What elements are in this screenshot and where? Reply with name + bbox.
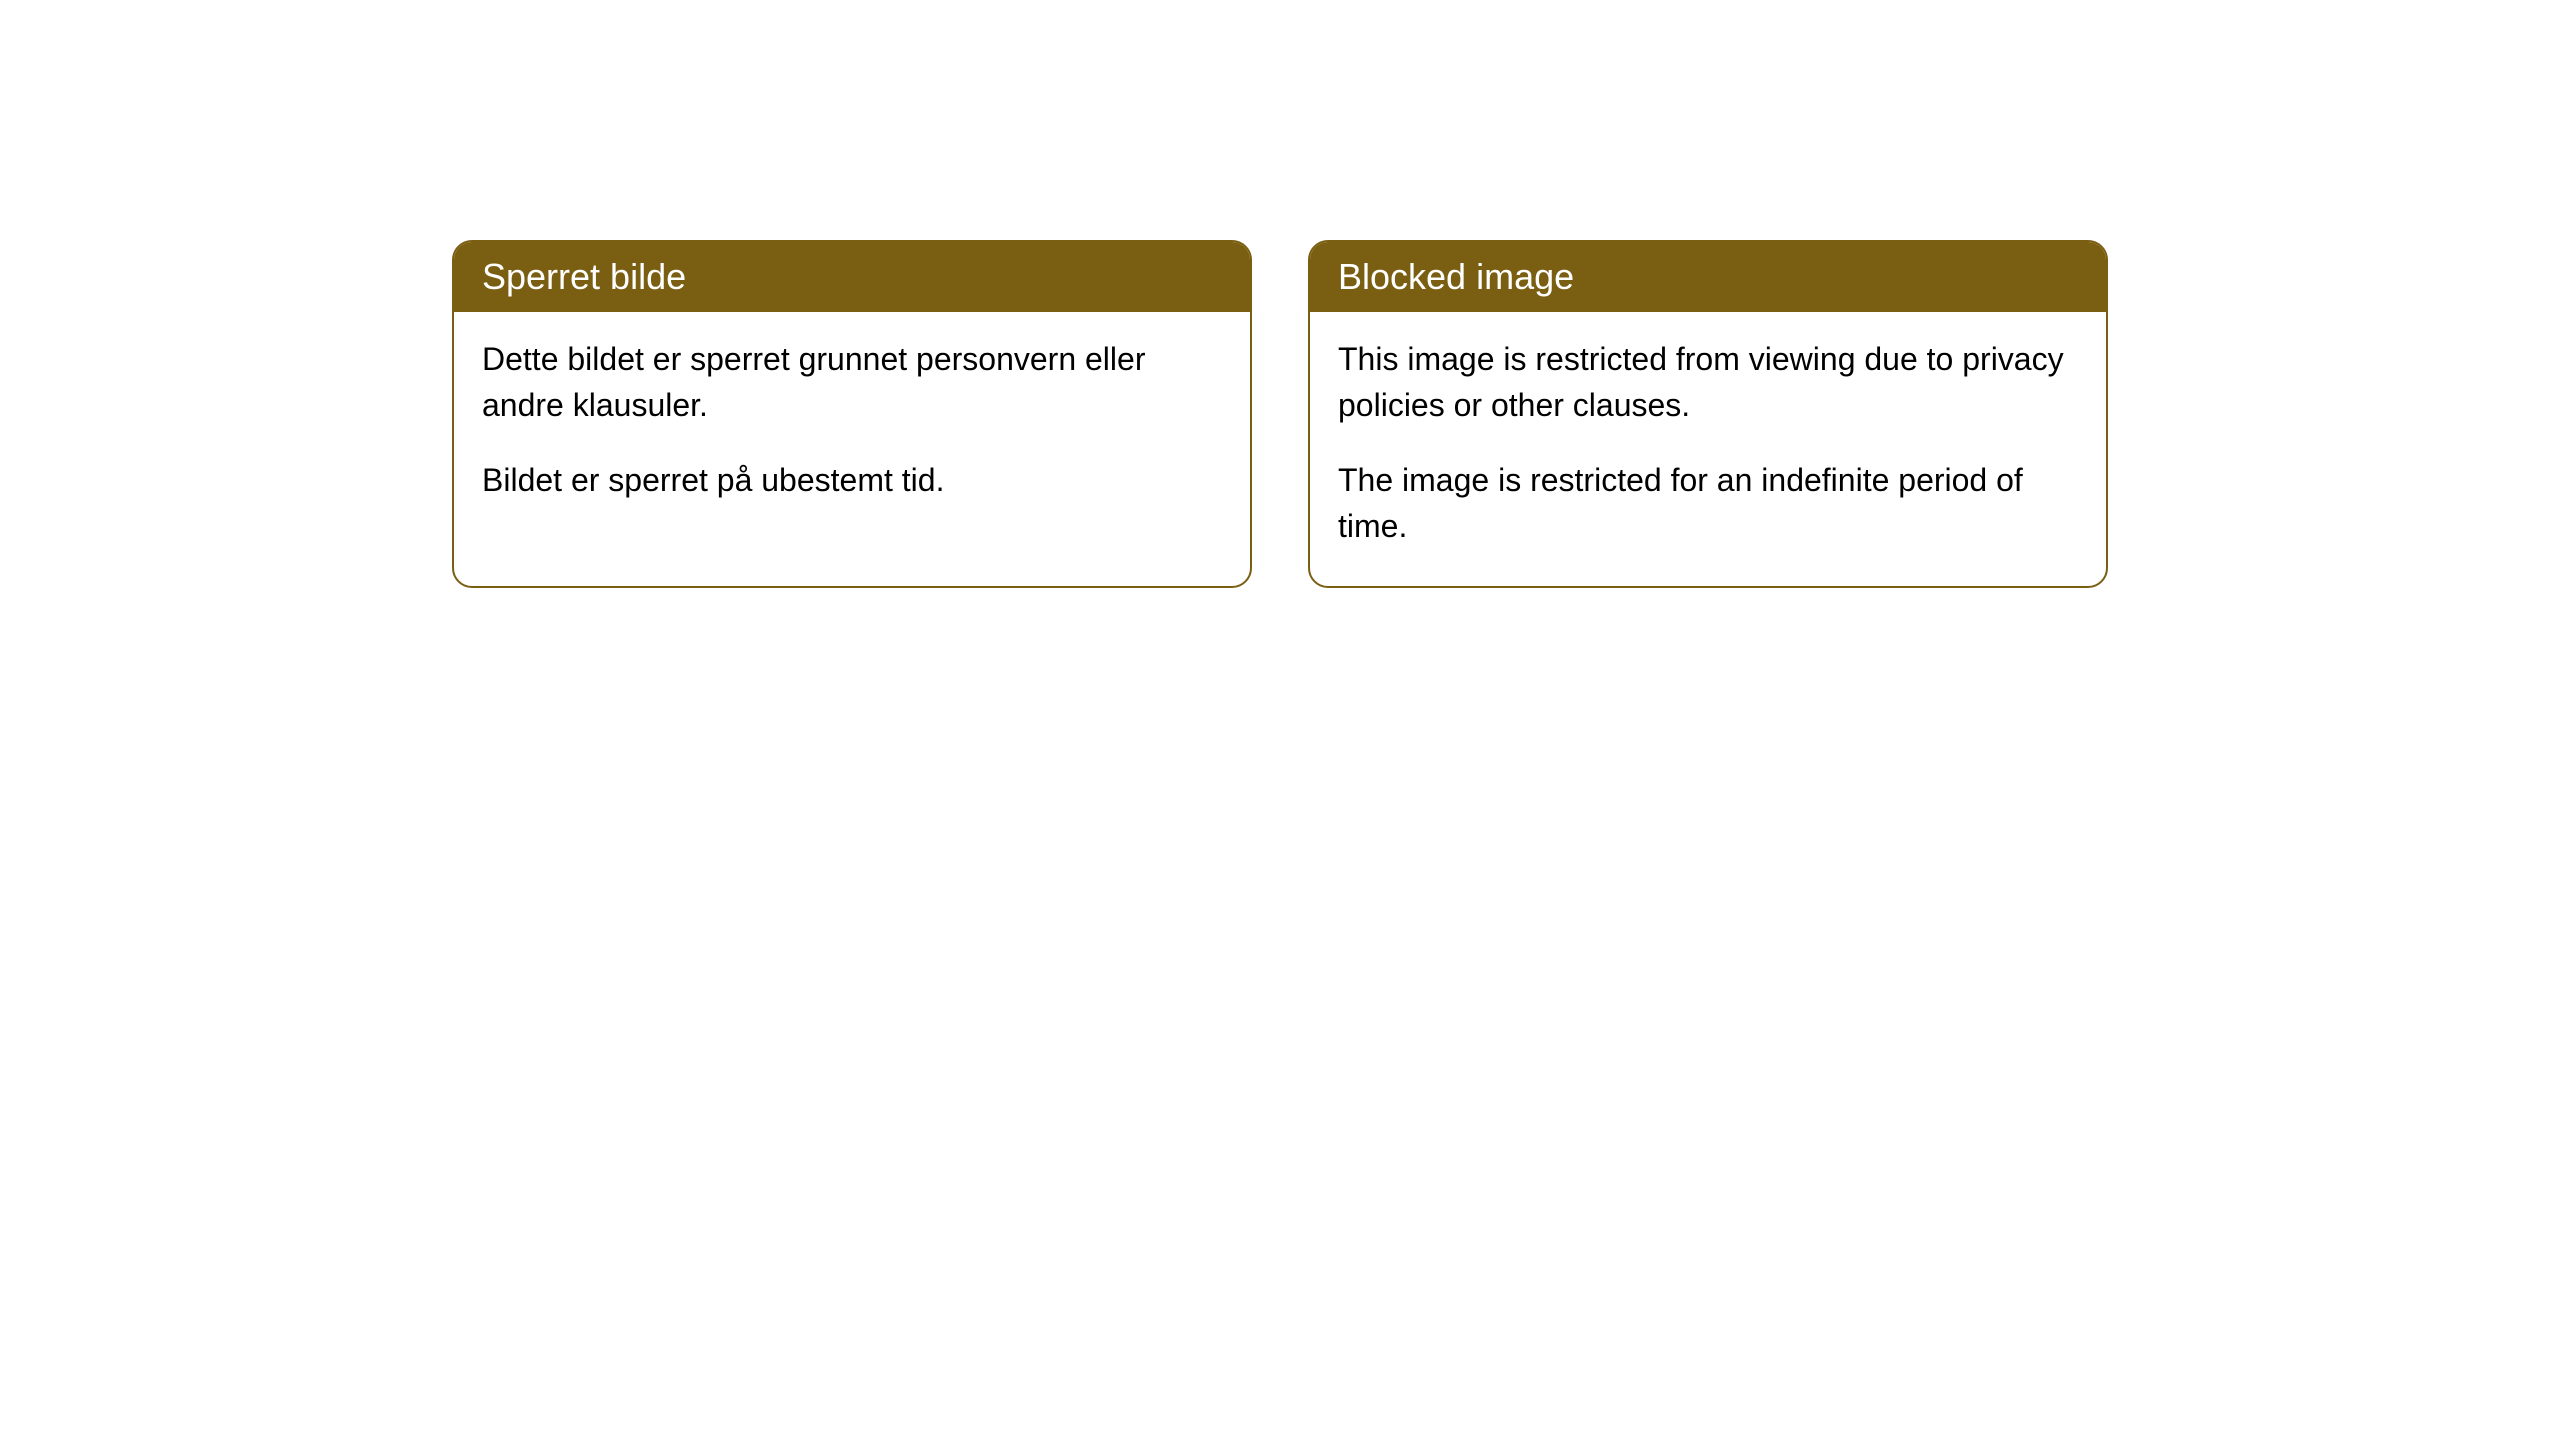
blocked-image-card-english: Blocked image This image is restricted f… (1308, 240, 2108, 588)
blocked-image-card-norwegian: Sperret bilde Dette bildet er sperret gr… (452, 240, 1252, 588)
card-paragraph: The image is restricted for an indefinit… (1338, 457, 2078, 550)
card-header: Blocked image (1310, 242, 2106, 312)
card-title: Blocked image (1338, 256, 1574, 297)
notice-cards-container: Sperret bilde Dette bildet er sperret gr… (0, 240, 2560, 588)
card-title: Sperret bilde (482, 256, 686, 297)
card-paragraph: Dette bildet er sperret grunnet personve… (482, 336, 1222, 429)
card-header: Sperret bilde (454, 242, 1250, 312)
card-body: This image is restricted from viewing du… (1310, 312, 2106, 586)
card-paragraph: This image is restricted from viewing du… (1338, 336, 2078, 429)
card-paragraph: Bildet er sperret på ubestemt tid. (482, 457, 1222, 503)
card-body: Dette bildet er sperret grunnet personve… (454, 312, 1250, 539)
